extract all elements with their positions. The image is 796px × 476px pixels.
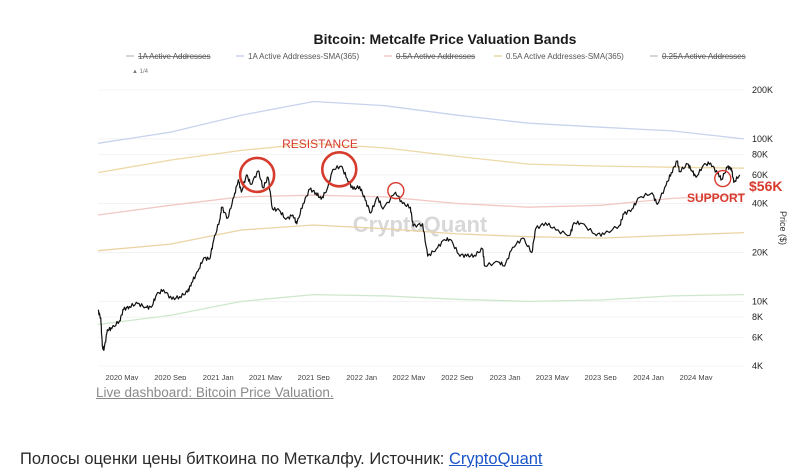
- x-tick-label-5: 2021 Sep: [298, 373, 330, 380]
- annotation-circle-4: [714, 169, 732, 188]
- x-tick-label-3: 2021 Jan: [203, 373, 234, 380]
- valuation-band-2: [97, 142, 745, 174]
- x-tick-label-12: 2024 Jan: [633, 373, 664, 380]
- legend-label-5: 0.25A Active Addresses: [662, 52, 746, 61]
- legend-label-2: 1A Active Addresses-SMA(365): [248, 52, 360, 61]
- y-tick-label-7: 10K: [752, 296, 768, 306]
- y-tick-label-9: 6K: [752, 332, 763, 342]
- legend-sub: ▲ 1/4: [132, 69, 149, 75]
- y-tick-label-10: 4K: [752, 361, 763, 371]
- caption-text: Полосы оценки цены биткоина по Меткалфу.…: [20, 450, 449, 468]
- x-tick-label-4: 2021 May: [249, 373, 282, 380]
- y-tick-label-3: 80K: [752, 150, 768, 160]
- annotation-circle-3: [387, 181, 405, 200]
- resistance-label: RESISTANCE: [282, 137, 358, 151]
- y-tick-label-8: 8K: [752, 312, 763, 322]
- caption-source-link[interactable]: CryptoQuant: [448, 450, 543, 468]
- x-tick-label-9: 2023 Jan: [490, 373, 521, 380]
- legend-label-1: 1A Active Addresses: [138, 52, 211, 61]
- figure-caption: Полосы оценки цены биткоина по Меткалфу.…: [20, 450, 543, 469]
- y-tick-label-4: 60K: [752, 170, 768, 180]
- x-tick-label-1: 2020 May: [106, 373, 139, 380]
- support-price-label: $56K: [749, 178, 782, 194]
- valuation-band-1: [97, 100, 745, 144]
- chart-title: Bitcoin: Metcalfe Price Valuation Bands: [314, 31, 577, 47]
- x-tick-label-13: 2024 May: [680, 373, 713, 380]
- x-tick-label-8: 2022 Sep: [441, 373, 473, 380]
- y-tick-label-5: 40K: [752, 199, 768, 209]
- x-tick-label-7: 2022 May: [392, 373, 425, 380]
- x-tick-label-2: 2020 Sep: [154, 373, 186, 380]
- y-tick-label-6: 20K: [752, 247, 768, 257]
- legend-label-4: 0.5A Active Addresses-SMA(365): [506, 52, 624, 61]
- price-series-line: [97, 160, 741, 351]
- y-tick-label-2: 100K: [752, 134, 773, 144]
- valuation-band-5: [97, 293, 745, 326]
- annotation-circle-2: [320, 150, 358, 188]
- y-tick-label-1: 200K: [752, 85, 773, 95]
- annotation-circle-1: [238, 156, 276, 194]
- legend-label-3: 0.5A Active Addresses: [396, 52, 475, 61]
- chart-container: Bitcoin: Metcalfe Price Valuation Bands 1…: [97, 31, 788, 380]
- valuation-band-4: [97, 224, 745, 252]
- live-dashboard-link[interactable]: Live dashboard: Bitcoin Price Valuation.: [96, 385, 334, 400]
- chart: Bitcoin: Metcalfe Price Valuation Bands 1…: [97, 31, 788, 380]
- y-axis-label: Price ($): [778, 211, 788, 245]
- support-label: SUPPORT: [687, 191, 746, 205]
- x-tick-label-10: 2023 May: [536, 373, 569, 380]
- x-tick-label-11: 2023 Sep: [585, 373, 617, 380]
- x-tick-label-6: 2022 Jan: [346, 373, 377, 380]
